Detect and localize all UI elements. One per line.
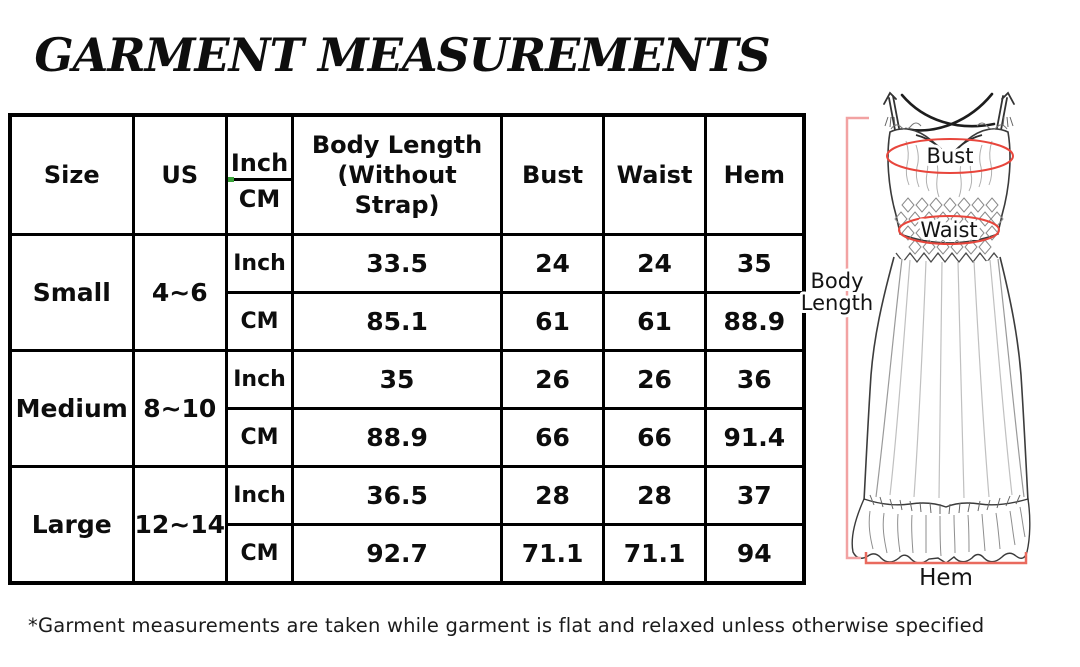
us-size-cell: 4~6 <box>131 233 229 352</box>
unit-cm-header: CM <box>228 177 291 233</box>
value-cell: 71.1 <box>602 523 708 584</box>
value-cell: 94 <box>704 523 806 584</box>
col-header-waist: Waist <box>602 113 708 236</box>
value-cell: 37 <box>704 465 806 526</box>
value-cell: 71.1 <box>500 523 606 584</box>
unit-cell: Inch <box>225 349 295 410</box>
value-cell: 61 <box>500 291 606 352</box>
waist-label: Waist <box>920 218 977 242</box>
col-header-size: Size <box>8 113 135 236</box>
value-cell: 91.4 <box>704 407 806 468</box>
footnote: *Garment measurements are taken while ga… <box>28 614 985 637</box>
table-row-large-cm: CM 92.7 71.1 71.1 94 <box>10 523 806 584</box>
value-cell: 88.9 <box>704 291 806 352</box>
table-row-medium-cm: CM 88.9 66 66 91.4 <box>10 407 806 468</box>
bust-label: Bust <box>927 144 974 168</box>
body-length-line <box>845 116 869 560</box>
bust-ellipse <box>886 138 1014 174</box>
col-header-bust: Bust <box>500 113 606 236</box>
garment-measurements-table: Size US Inch CM Body Length (Without Str… <box>8 113 806 585</box>
value-cell: 24 <box>602 233 708 294</box>
skirt-sketch <box>863 256 1029 502</box>
unit-inch-header: Inch <box>228 117 292 181</box>
unit-cell: CM <box>225 407 295 468</box>
size-cell: Small <box>8 233 135 352</box>
header-row: Size US Inch CM Body Length (Without Str… <box>8 113 806 236</box>
body-length-header-line1: Body Length <box>311 131 483 159</box>
crossed-straps <box>900 92 996 132</box>
body-length-label-line1: Body <box>810 269 863 293</box>
table-row-small-inch: Small 4~6 Inch 33.5 24 24 35 <box>8 233 806 352</box>
value-cell: 26 <box>500 349 606 410</box>
unit-cm-label: CM <box>238 185 281 213</box>
value-cell: 36.5 <box>291 465 504 526</box>
unit-cell: Inch <box>225 233 295 294</box>
value-cell: 66 <box>500 407 606 468</box>
value-cell: 88.9 <box>291 407 504 468</box>
value-cell: 28 <box>602 465 708 526</box>
value-cell: 35 <box>291 349 504 410</box>
col-header-unit: Inch CM <box>225 113 295 236</box>
unit-cell: Inch <box>225 465 295 526</box>
value-cell: 26 <box>602 349 708 410</box>
value-cell: 36 <box>704 349 806 410</box>
table-row-medium-inch: Medium 8~10 Inch 35 26 26 36 <box>8 349 806 468</box>
green-dot <box>228 177 235 182</box>
value-cell: 35 <box>704 233 806 294</box>
body-length-label-line2: Length <box>801 291 873 315</box>
value-cell: 61 <box>602 291 708 352</box>
col-header-hem: Hem <box>704 113 806 236</box>
ruffle-sketch <box>851 494 1031 564</box>
unit-cell: CM <box>225 291 295 352</box>
us-size-cell: 8~10 <box>131 349 229 468</box>
value-cell: 28 <box>500 465 606 526</box>
page-title: GARMENT MEASUREMENTS <box>34 28 770 82</box>
table-row-large-inch: Large 12~14 Inch 36.5 28 28 37 <box>8 465 806 584</box>
col-header-us: US <box>131 113 229 236</box>
dress-diagram: Bust Waist Body Length Hem <box>798 91 1031 591</box>
strap-sketch <box>883 91 1015 131</box>
unit-cell: CM <box>225 523 295 584</box>
table-row-small-cm: CM 85.1 61 61 88.9 <box>10 291 806 352</box>
value-cell: 33.5 <box>291 233 504 294</box>
col-header-body-length: Body Length (Without Strap) <box>291 113 504 236</box>
value-cell: 66 <box>602 407 708 468</box>
size-cell: Large <box>8 465 135 584</box>
value-cell: 24 <box>500 233 606 294</box>
size-cell: Medium <box>8 349 135 468</box>
waist-ellipse <box>898 215 1000 245</box>
hem-label: Hem <box>919 565 973 591</box>
hem-bracket <box>864 552 1028 565</box>
value-cell: 92.7 <box>291 523 504 584</box>
body-length-header-line2: (Without Strap) <box>337 161 457 219</box>
us-size-cell: 12~14 <box>131 465 229 584</box>
value-cell: 85.1 <box>291 291 504 352</box>
body-length-label: Body Length <box>798 266 876 318</box>
